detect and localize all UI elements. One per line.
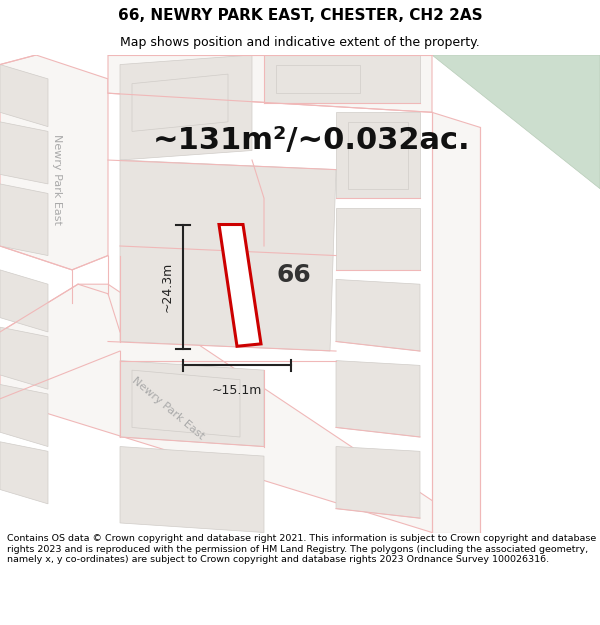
Text: 66, NEWRY PARK EAST, CHESTER, CH2 2AS: 66, NEWRY PARK EAST, CHESTER, CH2 2AS	[118, 8, 482, 23]
Polygon shape	[264, 55, 420, 102]
Polygon shape	[0, 384, 48, 446]
Polygon shape	[0, 442, 48, 504]
Polygon shape	[0, 184, 48, 256]
Text: Map shows position and indicative extent of the property.: Map shows position and indicative extent…	[120, 36, 480, 49]
Polygon shape	[336, 361, 420, 437]
Polygon shape	[219, 224, 261, 346]
Polygon shape	[348, 122, 408, 189]
Text: ~131m²/~0.032ac.: ~131m²/~0.032ac.	[153, 126, 471, 156]
Polygon shape	[120, 160, 336, 351]
Polygon shape	[276, 64, 360, 93]
Text: Contains OS data © Crown copyright and database right 2021. This information is : Contains OS data © Crown copyright and d…	[7, 534, 596, 564]
Polygon shape	[0, 55, 108, 270]
Text: ~24.3m: ~24.3m	[161, 261, 174, 312]
Polygon shape	[0, 284, 480, 532]
Polygon shape	[120, 361, 264, 446]
Polygon shape	[336, 279, 420, 351]
Polygon shape	[132, 74, 228, 131]
Polygon shape	[432, 112, 480, 532]
Polygon shape	[336, 208, 420, 270]
Polygon shape	[336, 446, 420, 518]
Polygon shape	[132, 370, 240, 437]
Polygon shape	[0, 327, 48, 389]
Text: Newry Park East: Newry Park East	[52, 134, 62, 224]
Text: Newry Park East: Newry Park East	[130, 376, 206, 441]
Text: ~15.1m: ~15.1m	[212, 384, 262, 396]
Polygon shape	[120, 55, 252, 160]
Polygon shape	[0, 122, 48, 184]
Polygon shape	[0, 270, 48, 332]
Polygon shape	[108, 55, 432, 112]
Polygon shape	[120, 446, 264, 532]
Text: 66: 66	[277, 263, 311, 288]
Polygon shape	[0, 64, 48, 127]
Polygon shape	[336, 112, 420, 198]
Polygon shape	[432, 55, 600, 189]
